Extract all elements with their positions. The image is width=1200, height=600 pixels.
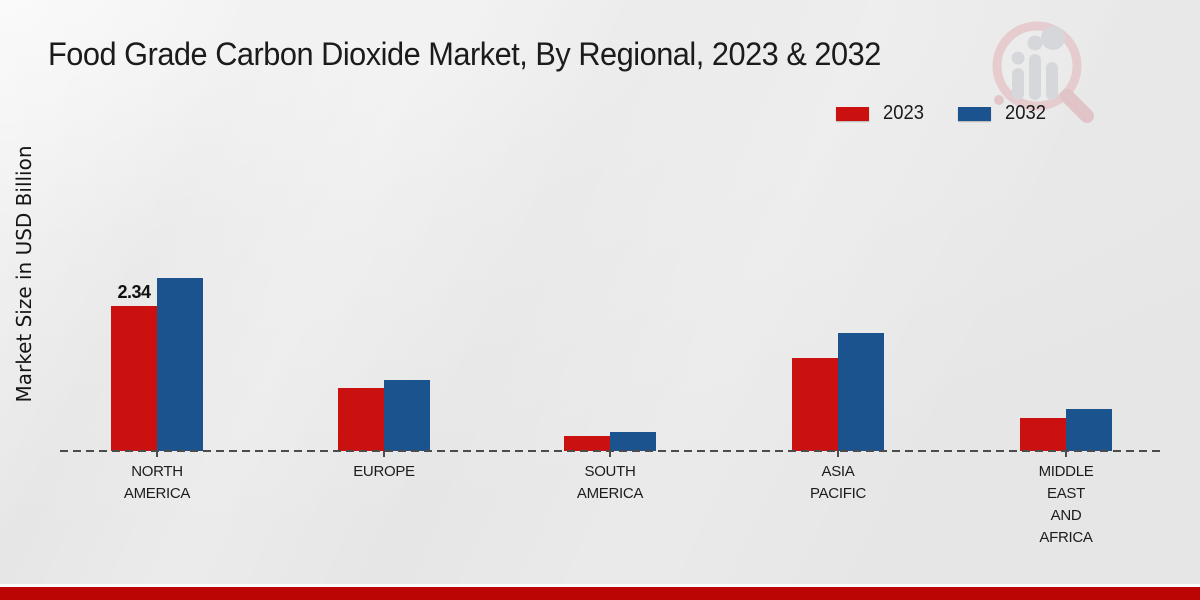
bar-2032-asia-pacific bbox=[838, 333, 884, 451]
legend-item-2032: 2032 bbox=[957, 102, 1050, 125]
category-label-south-america: SOUTH AMERICA bbox=[576, 463, 644, 502]
legend-swatch-2023 bbox=[836, 106, 869, 121]
bar-2032-middle-east-and-africa bbox=[1066, 409, 1112, 451]
bar-2032-north-america bbox=[157, 278, 203, 451]
x-axis-tick-europe bbox=[383, 451, 385, 457]
bar-2023-south-america bbox=[564, 436, 610, 451]
magnifier-bar-chart-logo-icon bbox=[992, 21, 1094, 123]
bar-2032-south-america bbox=[610, 432, 656, 451]
footer-highlight-line bbox=[0, 584, 1200, 587]
bar-2023-north-america bbox=[111, 306, 157, 451]
x-axis-baseline bbox=[60, 450, 1160, 452]
chart-title: Food Grade Carbon Dioxide Market, By Reg… bbox=[48, 36, 881, 72]
bar-value-label: 2.34 bbox=[117, 282, 151, 302]
category-label-asia-pacific: ASIA PACIFIC bbox=[810, 463, 866, 502]
legend-label-2032: 2032 bbox=[1004, 102, 1046, 124]
legend: 2023 2032 bbox=[836, 102, 1049, 125]
x-axis-tick-south-america bbox=[609, 451, 611, 457]
legend-swatch-2032 bbox=[957, 106, 991, 121]
footer-red-strip bbox=[0, 587, 1200, 600]
bar-2023-middle-east-and-africa bbox=[1020, 418, 1066, 451]
legend-label-2023: 2023 bbox=[883, 102, 924, 124]
category-label-north-america: NORTH AMERICA bbox=[123, 463, 191, 502]
category-label-middle-east-and-africa: MIDDLE EAST AND AFRICA bbox=[1038, 463, 1094, 546]
x-axis-tick-north-america bbox=[156, 451, 158, 457]
x-axis-tick-middle-east-and-africa bbox=[1065, 451, 1067, 457]
bar-2032-europe bbox=[384, 380, 430, 451]
legend-item-2023: 2023 bbox=[836, 102, 928, 125]
category-label-europe: EUROPE bbox=[353, 463, 415, 480]
x-axis-tick-asia-pacific bbox=[837, 451, 839, 457]
bar-2023-europe bbox=[338, 388, 384, 451]
bar-2023-asia-pacific bbox=[792, 358, 838, 451]
